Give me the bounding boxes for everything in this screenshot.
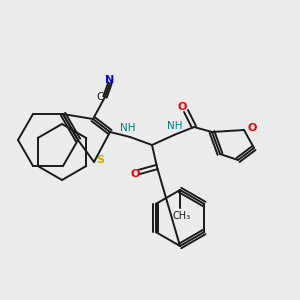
Text: N: N (105, 75, 115, 85)
Text: S: S (96, 155, 104, 165)
Text: O: O (247, 123, 257, 133)
Text: NH: NH (167, 121, 183, 131)
Text: O: O (177, 102, 187, 112)
Text: CH₃: CH₃ (173, 211, 191, 221)
Text: O: O (130, 169, 140, 179)
Text: C: C (96, 92, 104, 102)
Text: NH: NH (120, 123, 136, 133)
